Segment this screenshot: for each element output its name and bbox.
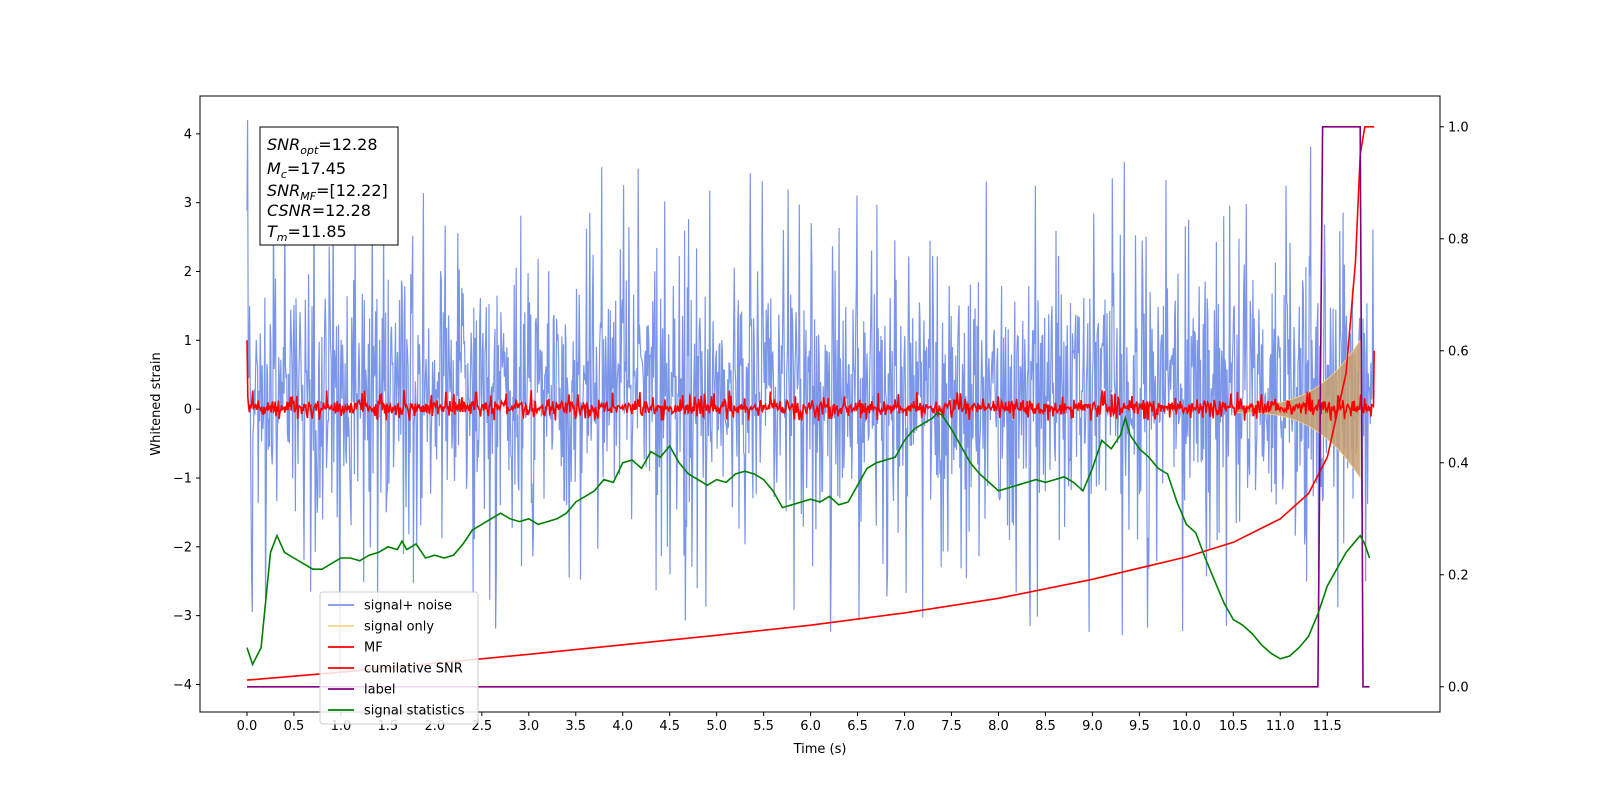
x-tick-label: 6.5	[847, 719, 868, 734]
y2-tick-label: 0.8	[1448, 232, 1469, 247]
y-axis-label: Whitened strain	[149, 352, 164, 455]
x-tick-label: 9.0	[1082, 719, 1103, 734]
x-tick-label: 5.0	[706, 719, 727, 734]
legend: signal+ noise signal only MF cumilative SNR…	[319, 591, 479, 725]
annotation-mc: Mc=17.45	[267, 159, 346, 181]
legend-label: cumilative SNR	[364, 662, 463, 677]
x-tick-label: 11.0	[1266, 719, 1295, 734]
y-tick-label: −2	[173, 540, 192, 555]
x-tick-label: 7.0	[894, 719, 915, 734]
x-tick-label: 4.5	[659, 719, 680, 734]
y-tick-label: −3	[173, 609, 192, 624]
y2-tick-label: 0.6	[1448, 344, 1469, 359]
annotation-csnr: CSNR=12.28	[267, 201, 371, 220]
annotation-tm: Tm=11.85	[267, 222, 347, 244]
x-tick-label: 0.5	[284, 719, 305, 734]
x-tick-label: 7.5	[941, 719, 962, 734]
x-tick-label: 10.0	[1172, 719, 1201, 734]
x-tick-label: 3.0	[518, 719, 539, 734]
legend-label: signal statistics	[364, 704, 465, 719]
legend-label: signal only	[364, 620, 434, 635]
x-tick-label: 8.0	[988, 719, 1009, 734]
series-signal-noise	[246, 120, 1375, 678]
annotation-snr-mf: SNRMF=[12.22]	[267, 181, 388, 203]
x-tick-label: 3.5	[565, 719, 586, 734]
legend-label: label	[364, 683, 395, 698]
y-tick-label: 0	[184, 403, 192, 418]
y-tick-label: 4	[184, 127, 192, 142]
legend-box	[319, 591, 479, 725]
x-tick-label: 8.5	[1035, 719, 1056, 734]
legend-label: signal+ noise	[364, 599, 452, 614]
series-signal-statistics	[246, 411, 1371, 667]
x-tick-label: 6.0	[800, 719, 821, 734]
series-label	[247, 126, 1370, 688]
legend-label: MF	[364, 641, 383, 656]
y-tick-label: 3	[184, 196, 192, 211]
y-tick-label: 2	[184, 265, 192, 280]
annotation-snr-opt: SNRopt=12.28	[267, 135, 378, 157]
y2-tick-label: 0.2	[1448, 568, 1469, 583]
series-cumulative-snr	[246, 126, 1375, 681]
y2-tick-label: 0.4	[1448, 456, 1469, 471]
plot-area	[246, 120, 1375, 688]
x-tick-label: 4.0	[612, 719, 633, 734]
x-tick-label: 11.5	[1313, 719, 1342, 734]
x-tick-label: 9.5	[1129, 719, 1150, 734]
x-tick-label: 0.0	[237, 719, 258, 734]
x-tick-label: 5.5	[753, 719, 774, 734]
annotation-box: SNRopt=12.28 Mc=17.45 SNRMF=[12.22] CSNR…	[259, 126, 399, 246]
series-mf	[246, 340, 1375, 421]
y-tick-label: −4	[173, 678, 192, 693]
x-axis-label: Time (s)	[793, 742, 847, 757]
y2-tick-label: 0.0	[1448, 680, 1469, 695]
y-tick-label: −1	[173, 471, 192, 486]
x-tick-label: 10.5	[1219, 719, 1248, 734]
axes-frame	[199, 95, 1441, 713]
y-tick-label: 1	[184, 334, 192, 349]
y2-tick-label: 1.0	[1448, 120, 1469, 135]
